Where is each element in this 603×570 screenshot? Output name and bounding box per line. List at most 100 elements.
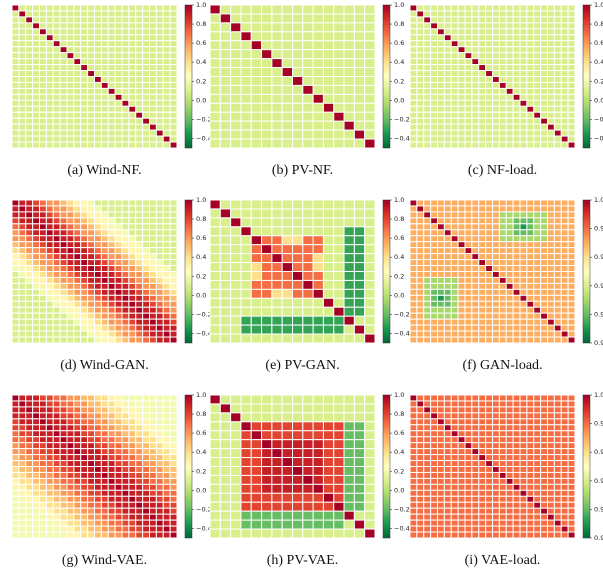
heatmap-cell bbox=[135, 22, 144, 30]
heatmap-cell bbox=[353, 49, 366, 60]
heatmap-cell bbox=[128, 235, 137, 243]
heatmap-cell bbox=[18, 501, 27, 509]
heatmap-cell bbox=[149, 10, 157, 18]
heatmap-cell bbox=[149, 253, 157, 261]
heatmap-cell bbox=[547, 489, 555, 497]
heatmap-cell bbox=[271, 111, 283, 122]
heatmap-cell bbox=[149, 81, 157, 89]
heatmap-cell bbox=[553, 306, 562, 314]
heatmap-cell bbox=[464, 318, 473, 326]
heatmap-cell bbox=[526, 99, 535, 107]
heatmap-cell bbox=[343, 67, 355, 77]
colorbar-tick-label: 0.98 bbox=[594, 225, 603, 233]
heatmap-cell bbox=[66, 211, 75, 219]
heatmap-cell bbox=[100, 259, 109, 267]
heatmap-cell bbox=[128, 223, 137, 231]
heatmap-cell bbox=[302, 457, 314, 467]
heatmap-cell bbox=[322, 226, 335, 237]
heatmap-cell bbox=[498, 111, 507, 119]
heatmap-cell bbox=[80, 394, 89, 402]
heatmap-cell bbox=[505, 276, 514, 284]
heatmap-cell bbox=[519, 276, 528, 284]
heatmap-cell bbox=[567, 247, 576, 255]
heatmap-cell bbox=[423, 229, 432, 237]
heatmap-cell bbox=[128, 507, 137, 515]
heatmap-cell bbox=[492, 217, 500, 225]
heatmap-cell bbox=[73, 135, 82, 143]
heatmap-cell bbox=[450, 525, 459, 533]
heatmap-cell bbox=[409, 394, 418, 402]
heatmap-cell bbox=[135, 217, 144, 225]
heatmap-cell bbox=[114, 105, 123, 113]
heatmap-cell bbox=[533, 217, 542, 225]
heatmap-cell bbox=[567, 223, 576, 231]
heatmap-cell bbox=[149, 247, 157, 255]
heatmap-cell bbox=[312, 474, 324, 485]
heatmap-cell bbox=[107, 4, 116, 12]
heatmap-cell bbox=[281, 288, 293, 299]
heatmap-cell bbox=[471, 93, 480, 101]
heatmap-cell bbox=[250, 120, 263, 131]
heatmap-cell bbox=[492, 312, 500, 320]
heatmap-cell bbox=[464, 436, 473, 444]
heatmap-cell bbox=[230, 235, 242, 246]
heatmap-cell bbox=[45, 46, 54, 54]
heatmap-cell bbox=[498, 531, 507, 539]
heatmap-cell bbox=[32, 394, 40, 402]
heatmap-cell bbox=[121, 412, 130, 420]
heatmap-cell bbox=[230, 262, 242, 272]
heatmap-cell bbox=[353, 129, 366, 140]
heatmap-cell bbox=[107, 471, 116, 479]
heatmap-cell bbox=[560, 471, 569, 479]
heatmap-cell bbox=[471, 501, 480, 509]
heatmap-cell bbox=[59, 513, 68, 521]
heatmap-cell bbox=[94, 223, 102, 231]
heatmap-cell bbox=[533, 4, 542, 12]
heatmap-cell bbox=[492, 4, 500, 12]
heatmap-cell bbox=[519, 46, 528, 54]
heatmap-cell bbox=[94, 471, 102, 479]
heatmap-cell bbox=[114, 282, 123, 290]
heatmap-cell bbox=[66, 507, 75, 515]
heatmap-cell bbox=[526, 312, 535, 320]
heatmap-cell bbox=[533, 34, 542, 42]
heatmap-cell bbox=[87, 336, 95, 344]
heatmap-cell bbox=[343, 412, 355, 423]
heatmap-cell bbox=[443, 28, 452, 36]
heatmap-cell bbox=[464, 46, 473, 54]
heatmap-cell bbox=[560, 34, 569, 42]
heatmap-cell bbox=[25, 247, 34, 255]
heatmap-cell bbox=[471, 10, 480, 18]
heatmap-cell bbox=[80, 525, 89, 533]
heatmap-cell bbox=[478, 81, 487, 89]
heatmap-cell bbox=[292, 492, 304, 503]
heatmap-cell bbox=[478, 271, 487, 278]
heatmap-cell bbox=[519, 271, 528, 278]
heatmap-cell bbox=[519, 10, 528, 18]
heatmap-cell bbox=[567, 400, 576, 408]
heatmap-cell bbox=[322, 315, 335, 326]
heatmap-cell bbox=[302, 528, 314, 539]
heatmap-cell bbox=[292, 67, 304, 77]
heatmap-cell bbox=[11, 123, 20, 131]
heatmap-cell bbox=[512, 211, 521, 219]
heatmap-cell bbox=[485, 430, 493, 438]
heatmap-cell bbox=[121, 276, 130, 284]
heatmap-cell bbox=[498, 489, 507, 497]
heatmap-cell bbox=[80, 117, 89, 125]
heatmap-cell bbox=[73, 199, 82, 207]
heatmap-cell bbox=[353, 474, 366, 485]
heatmap-cell bbox=[219, 519, 232, 530]
heatmap-cell bbox=[547, 513, 555, 521]
heatmap-cell bbox=[142, 436, 150, 444]
heatmap-cell bbox=[457, 412, 466, 420]
heatmap-cell bbox=[423, 460, 432, 467]
heatmap-cell bbox=[52, 99, 61, 107]
colorbar bbox=[382, 4, 391, 149]
heatmap-cell bbox=[209, 217, 221, 228]
heatmap-cell bbox=[464, 99, 473, 107]
heatmap-cell bbox=[155, 58, 164, 66]
heatmap-cell bbox=[240, 13, 252, 24]
heatmap-cell bbox=[162, 64, 171, 72]
heatmap-cell bbox=[343, 58, 355, 69]
